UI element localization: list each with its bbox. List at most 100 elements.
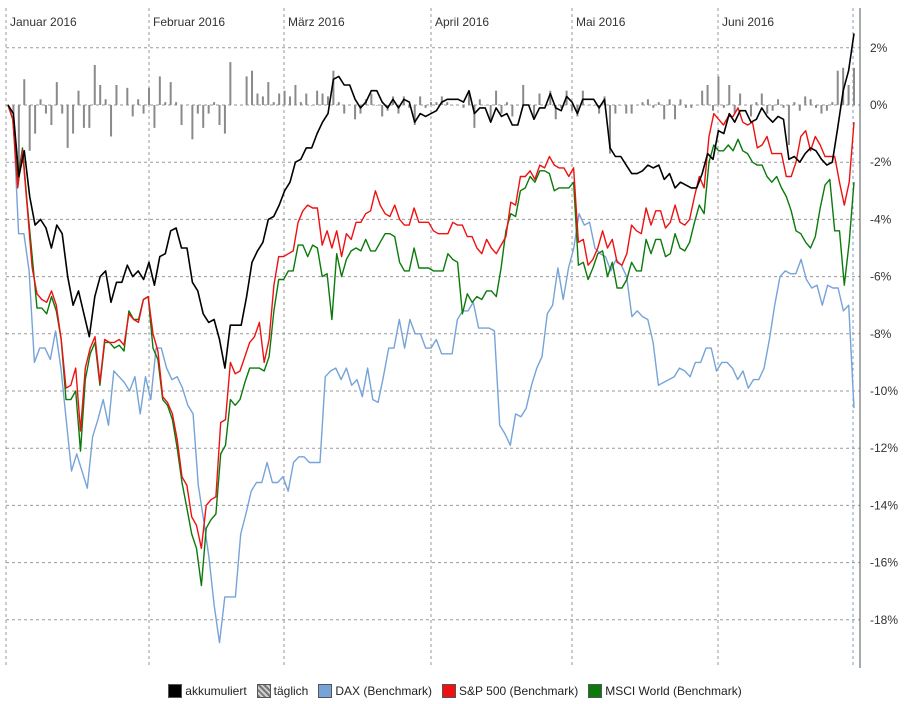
daily-bar [549, 90, 552, 105]
daily-bar [77, 90, 80, 105]
daily-bar [495, 90, 498, 105]
daily-bar [457, 105, 460, 106]
daily-bar [240, 105, 243, 106]
legend-item-msci[interactable]: MSCI World (Benchmark) [588, 684, 742, 698]
daily-bar [842, 67, 845, 105]
legend-item-akkumuliert[interactable]: akkumuliert [168, 684, 247, 698]
series-line-dax-benchmark- [7, 104, 855, 644]
grid [5, 8, 861, 668]
daily-bar [316, 90, 319, 105]
daily-bar [196, 105, 199, 114]
daily-bar [397, 105, 400, 114]
legend: akkumuliert täglich DAX (Benchmark) S&P … [0, 681, 910, 701]
y-axis: 2% 0% -2% -4% -6% -8% -10% -12% -14% -16% -18% [870, 41, 898, 627]
daily-bar [516, 105, 519, 106]
daily-bar [175, 102, 178, 105]
daily-bar [137, 99, 140, 105]
daily-bar [82, 105, 85, 128]
legend-swatch-akkumuliert [168, 684, 183, 698]
daily-bar [625, 105, 628, 114]
daily-bar [760, 93, 763, 105]
daily-bar [267, 82, 270, 105]
legend-item-taeglich[interactable]: täglich [256, 684, 308, 698]
daily-bar [668, 99, 671, 105]
daily-bar [739, 93, 742, 105]
daily-bar [359, 105, 362, 114]
daily-bar [61, 105, 64, 114]
daily-bar [478, 99, 481, 105]
y-tick-label: -8% [870, 327, 892, 341]
daily-bar [766, 105, 769, 114]
daily-bar [126, 87, 129, 105]
daily-bar [164, 102, 167, 105]
daily-bar [560, 105, 563, 108]
legend-item-sp500[interactable]: S&P 500 (Benchmark) [442, 684, 578, 698]
daily-bar [684, 105, 687, 108]
daily-bar [294, 84, 297, 105]
daily-bar [261, 96, 264, 105]
daily-bar [337, 102, 340, 105]
month-label: April 2016 [435, 15, 489, 29]
daily-bar [28, 105, 31, 151]
month-axis: Januar 2016 Februar 2016 März 2016 April 20… [10, 15, 774, 29]
daily-bar [798, 105, 801, 111]
daily-bar [451, 105, 454, 106]
daily-bar [229, 62, 232, 105]
daily-bar [72, 105, 75, 134]
daily-bar [782, 105, 785, 108]
daily-bar [652, 105, 655, 108]
daily-bar [581, 90, 584, 105]
daily-bar [289, 96, 291, 105]
legend-swatch-dax [318, 684, 333, 698]
daily-bar [505, 102, 508, 105]
daily-bar [712, 105, 714, 111]
legend-label-sp500: S&P 500 (Benchmark) [459, 684, 579, 698]
daily-bar [256, 93, 259, 105]
daily-bar [99, 84, 102, 105]
daily-bar [245, 76, 248, 105]
y-tick-label: -4% [870, 212, 892, 226]
daily-bar [636, 105, 639, 106]
daily-bar [305, 93, 308, 105]
daily-bar [223, 105, 226, 134]
daily-bar [39, 99, 42, 105]
daily-bar [717, 76, 720, 105]
daily-bar [104, 99, 107, 105]
legend-item-dax[interactable]: DAX (Benchmark) [318, 684, 432, 698]
daily-bar [538, 93, 541, 105]
daily-bar [701, 90, 704, 105]
daily-bar [55, 82, 58, 105]
daily-bar [326, 96, 329, 105]
daily-bar [381, 105, 384, 117]
daily-bar [777, 99, 780, 105]
daily-bar [815, 105, 818, 108]
daily-bar [343, 105, 346, 114]
daily-bar [674, 105, 677, 120]
daily-bar [50, 105, 53, 126]
daily-bar [598, 105, 601, 114]
month-label: März 2016 [288, 15, 345, 29]
daily-bar [191, 105, 194, 140]
legend-label-akkumuliert: akkumuliert [185, 684, 247, 698]
daily-bar [88, 105, 91, 128]
daily-bar [522, 84, 525, 105]
daily-bar [489, 105, 492, 120]
daily-bar [332, 70, 335, 105]
daily-bar [213, 102, 216, 105]
daily-bar [430, 102, 432, 105]
daily-bar [755, 102, 758, 105]
daily-bar [93, 64, 96, 105]
daily-bar [554, 105, 557, 120]
daily-bar [825, 105, 828, 111]
y-tick-label: -16% [870, 556, 898, 570]
daily-bar [706, 84, 709, 105]
daily-bar [131, 105, 134, 117]
daily-bar [847, 84, 850, 105]
daily-bar [804, 96, 807, 105]
daily-bar [142, 105, 145, 114]
y-tick-label: -18% [870, 613, 898, 627]
daily-bar [695, 105, 698, 106]
daily-bar [467, 93, 470, 105]
daily-bar [500, 105, 503, 114]
daily-bar [533, 105, 536, 120]
